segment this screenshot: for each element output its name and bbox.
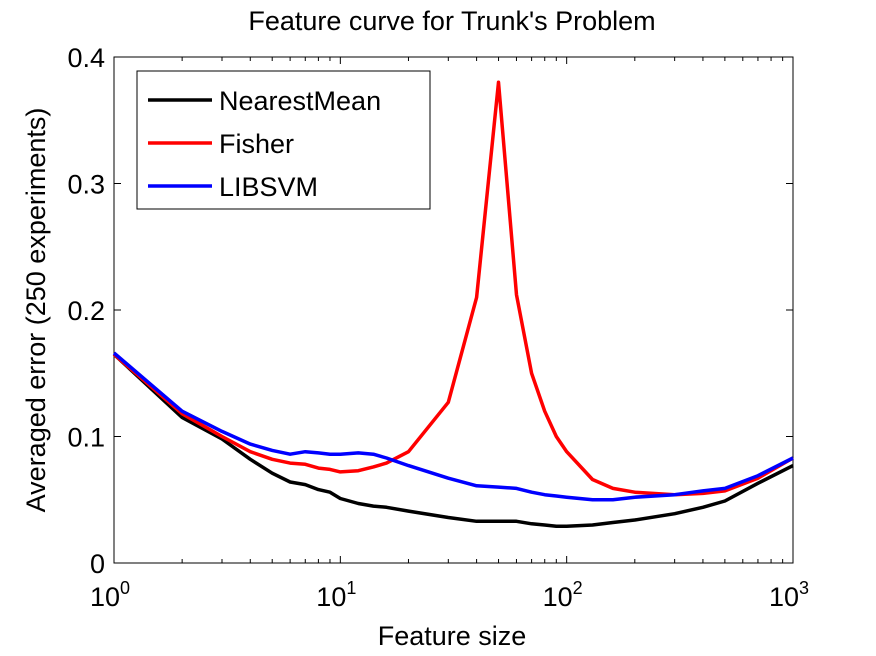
- y-tick-label: 0.2: [67, 296, 105, 326]
- legend-label-0: NearestMean: [219, 86, 381, 116]
- tick-labels: 0 0.1 0.2 0.3 0.4 100 101 102 103: [67, 43, 809, 612]
- series-lines: [112, 80, 794, 529]
- series-line-1: [112, 80, 794, 497]
- y-axis-label: Averaged error (250 experiments): [21, 108, 51, 513]
- y-tick-label: 0.3: [67, 170, 105, 200]
- axis-ticks: [113, 56, 794, 564]
- series-line-2: [112, 351, 794, 502]
- x-tick-label: 103: [769, 578, 809, 612]
- x-tick-label: 100: [90, 578, 130, 612]
- x-tick-label: 101: [316, 578, 356, 612]
- chart-title: Feature curve for Trunk's Problem: [248, 6, 655, 36]
- y-tick-label: 0: [90, 549, 105, 579]
- legend-label-1: Fisher: [219, 129, 294, 159]
- x-tick-label: 102: [543, 578, 583, 612]
- y-tick-label: 0.4: [67, 43, 105, 73]
- y-tick-label: 0.1: [67, 423, 105, 453]
- legend-label-2: LIBSVM: [219, 172, 318, 202]
- legend: NearestMean Fisher LIBSVM: [136, 70, 431, 210]
- x-axis-label: Feature size: [378, 621, 527, 651]
- series-line-0: [112, 353, 794, 529]
